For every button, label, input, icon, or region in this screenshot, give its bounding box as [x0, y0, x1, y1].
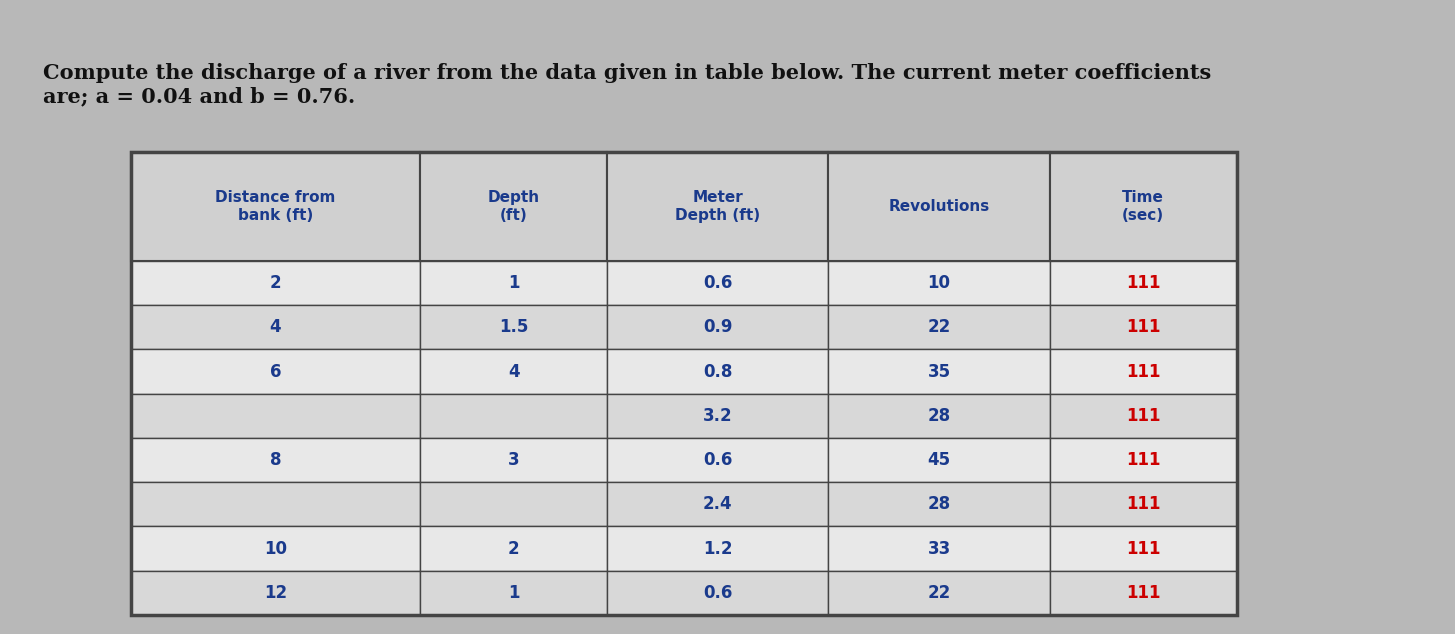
- Bar: [607, 571, 828, 615]
- Text: 3.2: 3.2: [703, 407, 733, 425]
- Bar: [420, 305, 607, 349]
- Bar: [607, 261, 828, 305]
- Text: 33: 33: [927, 540, 950, 557]
- Text: 111: 111: [1126, 363, 1161, 380]
- Bar: [131, 438, 420, 482]
- Bar: [420, 526, 607, 571]
- Bar: [828, 305, 1049, 349]
- Bar: [1049, 526, 1237, 571]
- Text: 1: 1: [508, 274, 519, 292]
- Text: 8: 8: [269, 451, 281, 469]
- Text: 111: 111: [1126, 274, 1161, 292]
- Bar: [607, 305, 828, 349]
- Bar: [1049, 305, 1237, 349]
- Bar: [1049, 261, 1237, 305]
- Text: 28: 28: [927, 407, 950, 425]
- Text: 2: 2: [269, 274, 281, 292]
- Text: 111: 111: [1126, 540, 1161, 557]
- Bar: [420, 394, 607, 438]
- Text: 10: 10: [927, 274, 950, 292]
- Text: 22: 22: [927, 584, 950, 602]
- Text: 1: 1: [508, 584, 519, 602]
- Bar: [131, 394, 420, 438]
- Text: 0.6: 0.6: [703, 584, 732, 602]
- Text: Distance from
bank (ft): Distance from bank (ft): [215, 190, 336, 223]
- Text: 111: 111: [1126, 495, 1161, 514]
- Text: 0.8: 0.8: [703, 363, 732, 380]
- Text: 28: 28: [927, 495, 950, 514]
- Bar: [607, 526, 828, 571]
- Bar: [607, 482, 828, 526]
- Text: Compute the discharge of a river from the data given in table below. The current: Compute the discharge of a river from th…: [44, 63, 1212, 107]
- Text: 111: 111: [1126, 584, 1161, 602]
- Bar: [1049, 152, 1237, 261]
- Bar: [607, 394, 828, 438]
- Text: 1.5: 1.5: [499, 318, 528, 336]
- Text: 0.6: 0.6: [703, 451, 732, 469]
- Text: 2: 2: [508, 540, 519, 557]
- Bar: [131, 305, 420, 349]
- Bar: [131, 152, 420, 261]
- Bar: [1049, 571, 1237, 615]
- Text: 6: 6: [269, 363, 281, 380]
- Bar: [1049, 394, 1237, 438]
- Text: Depth
(ft): Depth (ft): [487, 190, 540, 223]
- Text: 111: 111: [1126, 451, 1161, 469]
- Text: 0.6: 0.6: [703, 274, 732, 292]
- Text: Revolutions: Revolutions: [889, 199, 989, 214]
- Bar: [420, 571, 607, 615]
- Text: Time
(sec): Time (sec): [1122, 190, 1164, 223]
- Bar: [131, 349, 420, 394]
- Bar: [1049, 482, 1237, 526]
- Text: 3: 3: [508, 451, 519, 469]
- Bar: [420, 261, 607, 305]
- Bar: [607, 349, 828, 394]
- Bar: [607, 152, 828, 261]
- Bar: [828, 571, 1049, 615]
- Bar: [420, 152, 607, 261]
- Bar: [131, 526, 420, 571]
- Bar: [607, 438, 828, 482]
- Text: 0.9: 0.9: [703, 318, 733, 336]
- Text: 111: 111: [1126, 407, 1161, 425]
- Text: 22: 22: [927, 318, 950, 336]
- Bar: [131, 571, 420, 615]
- Text: 1.2: 1.2: [703, 540, 733, 557]
- Bar: [828, 152, 1049, 261]
- Text: 4: 4: [269, 318, 281, 336]
- Bar: [1049, 438, 1237, 482]
- Bar: [420, 438, 607, 482]
- Bar: [828, 438, 1049, 482]
- Text: 2.4: 2.4: [703, 495, 733, 514]
- Bar: [420, 349, 607, 394]
- Text: 35: 35: [927, 363, 950, 380]
- Bar: [131, 482, 420, 526]
- Text: 10: 10: [263, 540, 287, 557]
- Text: 111: 111: [1126, 318, 1161, 336]
- Bar: [828, 482, 1049, 526]
- Bar: [1049, 349, 1237, 394]
- Text: 4: 4: [508, 363, 519, 380]
- Bar: [420, 482, 607, 526]
- Bar: [828, 261, 1049, 305]
- Bar: [828, 349, 1049, 394]
- Text: Meter
Depth (ft): Meter Depth (ft): [675, 190, 761, 223]
- Bar: [828, 526, 1049, 571]
- Bar: [828, 394, 1049, 438]
- Text: 45: 45: [927, 451, 950, 469]
- Bar: [131, 261, 420, 305]
- Text: 12: 12: [263, 584, 287, 602]
